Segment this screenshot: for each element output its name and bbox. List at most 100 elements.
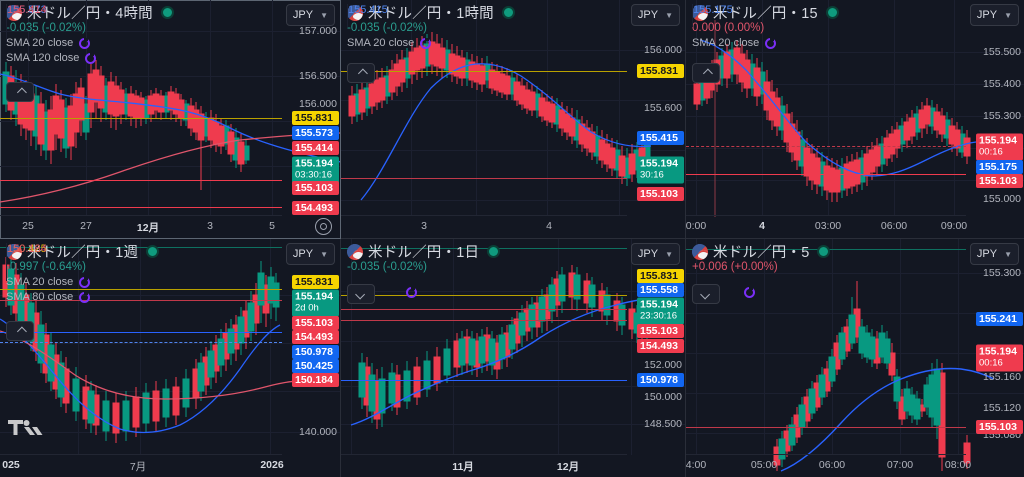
price-tag-blue: 150.978	[637, 373, 684, 387]
price-tag-red: 155.103	[292, 316, 339, 330]
countdown: 23:30:16	[640, 310, 677, 322]
price-tag-yellow: 155.831	[292, 111, 339, 125]
time-axis-4h[interactable]: 25 27 12月 3 5	[0, 215, 332, 238]
price-tick: 155.400	[983, 78, 1021, 90]
price-line-blue	[341, 380, 627, 381]
price-tick: 155.500	[983, 46, 1021, 58]
time-tick: 5	[269, 220, 275, 232]
last-price: 155.194	[640, 157, 678, 170]
time-tick: 4	[759, 220, 765, 232]
time-tick: 06:00	[818, 459, 846, 471]
chart-panel-1w[interactable]: 米ドル／円・1週 -0.997 (-0.64%) SMA 20 close 15…	[0, 239, 341, 477]
time-tick: 05:00	[750, 459, 778, 471]
price-axis-1d[interactable]: 152.000 150.000 148.500 155.831 155.558 …	[627, 239, 685, 455]
price-tag-red: 155.103	[637, 324, 684, 338]
expand-legend-button[interactable]	[692, 284, 720, 304]
chevron-down-icon: ▼	[320, 10, 328, 20]
price-tag-blue: 150.978	[292, 345, 339, 359]
refresh-icon[interactable]	[744, 287, 755, 298]
chevron-down-icon: ▼	[1004, 249, 1012, 259]
currency-select-jpy[interactable]: JPY ▼	[969, 4, 1019, 26]
chart-panel-4h[interactable]: 米ドル／円・4時間 -0.035 (-0.02%) SMA 20 close 1…	[0, 0, 341, 239]
time-axis-15m[interactable]: 0:00 4 03:00 06:00 09:00	[686, 215, 967, 238]
price-tick: 152.000	[644, 359, 682, 371]
price-tick: 157.000	[299, 25, 337, 37]
price-line-yellow	[0, 118, 282, 119]
price-line-blue	[0, 332, 282, 333]
price-line-yellow	[341, 71, 627, 72]
currency-select-jpy[interactable]: JPY ▼	[285, 243, 335, 265]
chevron-down-icon: ▼	[1004, 10, 1012, 20]
countdown: 30:16	[640, 169, 664, 181]
time-axis-1d[interactable]: 11月 12月	[341, 454, 627, 477]
price-tag-yellow: 155.831	[292, 275, 339, 289]
collapse-legend-button[interactable]	[6, 321, 34, 341]
chevron-down-icon: ▼	[320, 249, 328, 259]
price-axis-15m[interactable]: 155.500 155.400 155.300 155.000 155.194 …	[966, 0, 1024, 216]
time-tick: 4:00	[686, 459, 707, 471]
currency-select-jpy[interactable]: JPY ▼	[969, 243, 1019, 265]
countdown: 2d 0h	[295, 302, 319, 314]
price-tag-yellow: 155.831	[637, 269, 684, 283]
price-tag-red: 154.493	[292, 201, 339, 215]
price-line-red	[686, 174, 966, 175]
price-tag-red: 155.414	[292, 141, 339, 155]
chart-panel-1d[interactable]: 米ドル／円・1日 -0.035 (-0.02%) JPY ▼ 152.000 1…	[341, 239, 686, 477]
price-axis-4h[interactable]: 157.000 156.500 156.000 155.831 155.573 …	[282, 0, 340, 216]
collapse-legend-button[interactable]	[692, 63, 720, 83]
price-line-red	[0, 300, 282, 301]
price-line-yellow	[0, 289, 282, 290]
currency-value: JPY	[292, 9, 314, 21]
price-tag-last: 155.194 00:16	[976, 133, 1023, 161]
price-tag-last: 155.194 03:30:16	[292, 156, 339, 184]
price-line-red	[341, 309, 627, 310]
time-tick: 7月	[129, 461, 147, 473]
collapse-legend-button[interactable]	[6, 82, 34, 102]
chart-panel-5m[interactable]: 米ドル／円・5 +0.006 (+0.00%) JPY ▼ 155.300 15…	[686, 239, 1024, 477]
currency-select-jpy[interactable]: JPY ▼	[285, 4, 335, 26]
price-line-green	[341, 248, 627, 249]
currency-select-jpy[interactable]: JPY ▼	[630, 243, 680, 265]
price-line-red-dashed	[686, 146, 966, 147]
reset-chart-icon[interactable]	[315, 218, 332, 235]
currency-value: JPY	[976, 9, 998, 21]
expand-legend-button[interactable]	[347, 284, 375, 304]
time-tick: 06:00	[880, 220, 908, 232]
price-tag-blue: 150.425	[292, 359, 339, 373]
time-tick: 2026	[260, 459, 284, 471]
price-tag-last: 155.194 23:30:16	[637, 297, 684, 325]
currency-value: JPY	[292, 248, 314, 260]
time-tick: 07:00	[886, 459, 914, 471]
last-price: 155.194	[295, 290, 333, 303]
price-tag-last: 155.194 2d 0h	[292, 289, 339, 317]
price-axis-5m[interactable]: 155.300 155.160 155.120 155.080 155.241 …	[966, 239, 1024, 455]
time-axis-1h[interactable]: 3 4	[341, 215, 627, 238]
tradingview-logo	[8, 417, 44, 439]
gridlines	[0, 239, 340, 477]
refresh-icon[interactable]	[406, 287, 417, 298]
price-tag-blue: 155.241	[976, 312, 1023, 326]
time-axis-5m[interactable]: 4:00 05:00 06:00 07:00 08:00	[686, 454, 971, 477]
currency-select-jpy[interactable]: JPY ▼	[630, 4, 680, 26]
price-axis-1h[interactable]: 156.000 155.600 155.831 155.415 155.194 …	[627, 0, 685, 216]
price-tick: 155.120	[983, 402, 1021, 414]
price-tick: 155.300	[983, 110, 1021, 122]
time-tick: 08:00	[944, 459, 972, 471]
price-line-red	[341, 178, 627, 179]
price-tag-blue: 155.175	[976, 160, 1023, 174]
price-line-red-2	[341, 320, 627, 321]
price-line-red-2	[0, 207, 282, 208]
chart-panel-1h[interactable]: 米ドル／円・1時間 -0.035 (-0.02%) SMA 20 close 1…	[341, 0, 686, 239]
price-tag-yellow: 155.831	[637, 64, 684, 78]
price-line-yellow	[341, 295, 627, 296]
price-line-red	[686, 427, 966, 428]
price-tag-last: 155.194 30:16	[637, 156, 684, 184]
chart-panel-15m[interactable]: 米ドル／円・15 0.000 (0.00%) SMA 20 close 155.…	[686, 0, 1024, 239]
price-tick: 155.600	[644, 102, 682, 114]
price-tag-red: 154.493	[292, 330, 339, 344]
price-line-red	[0, 180, 282, 181]
time-axis-1w[interactable]: 025 7月 2026	[0, 454, 284, 477]
price-axis-1w[interactable]: 144.000 140.000 155.831 155.194 2d 0h 15…	[282, 239, 340, 455]
price-tag-red: 155.103	[976, 420, 1023, 434]
collapse-legend-button[interactable]	[347, 63, 375, 83]
